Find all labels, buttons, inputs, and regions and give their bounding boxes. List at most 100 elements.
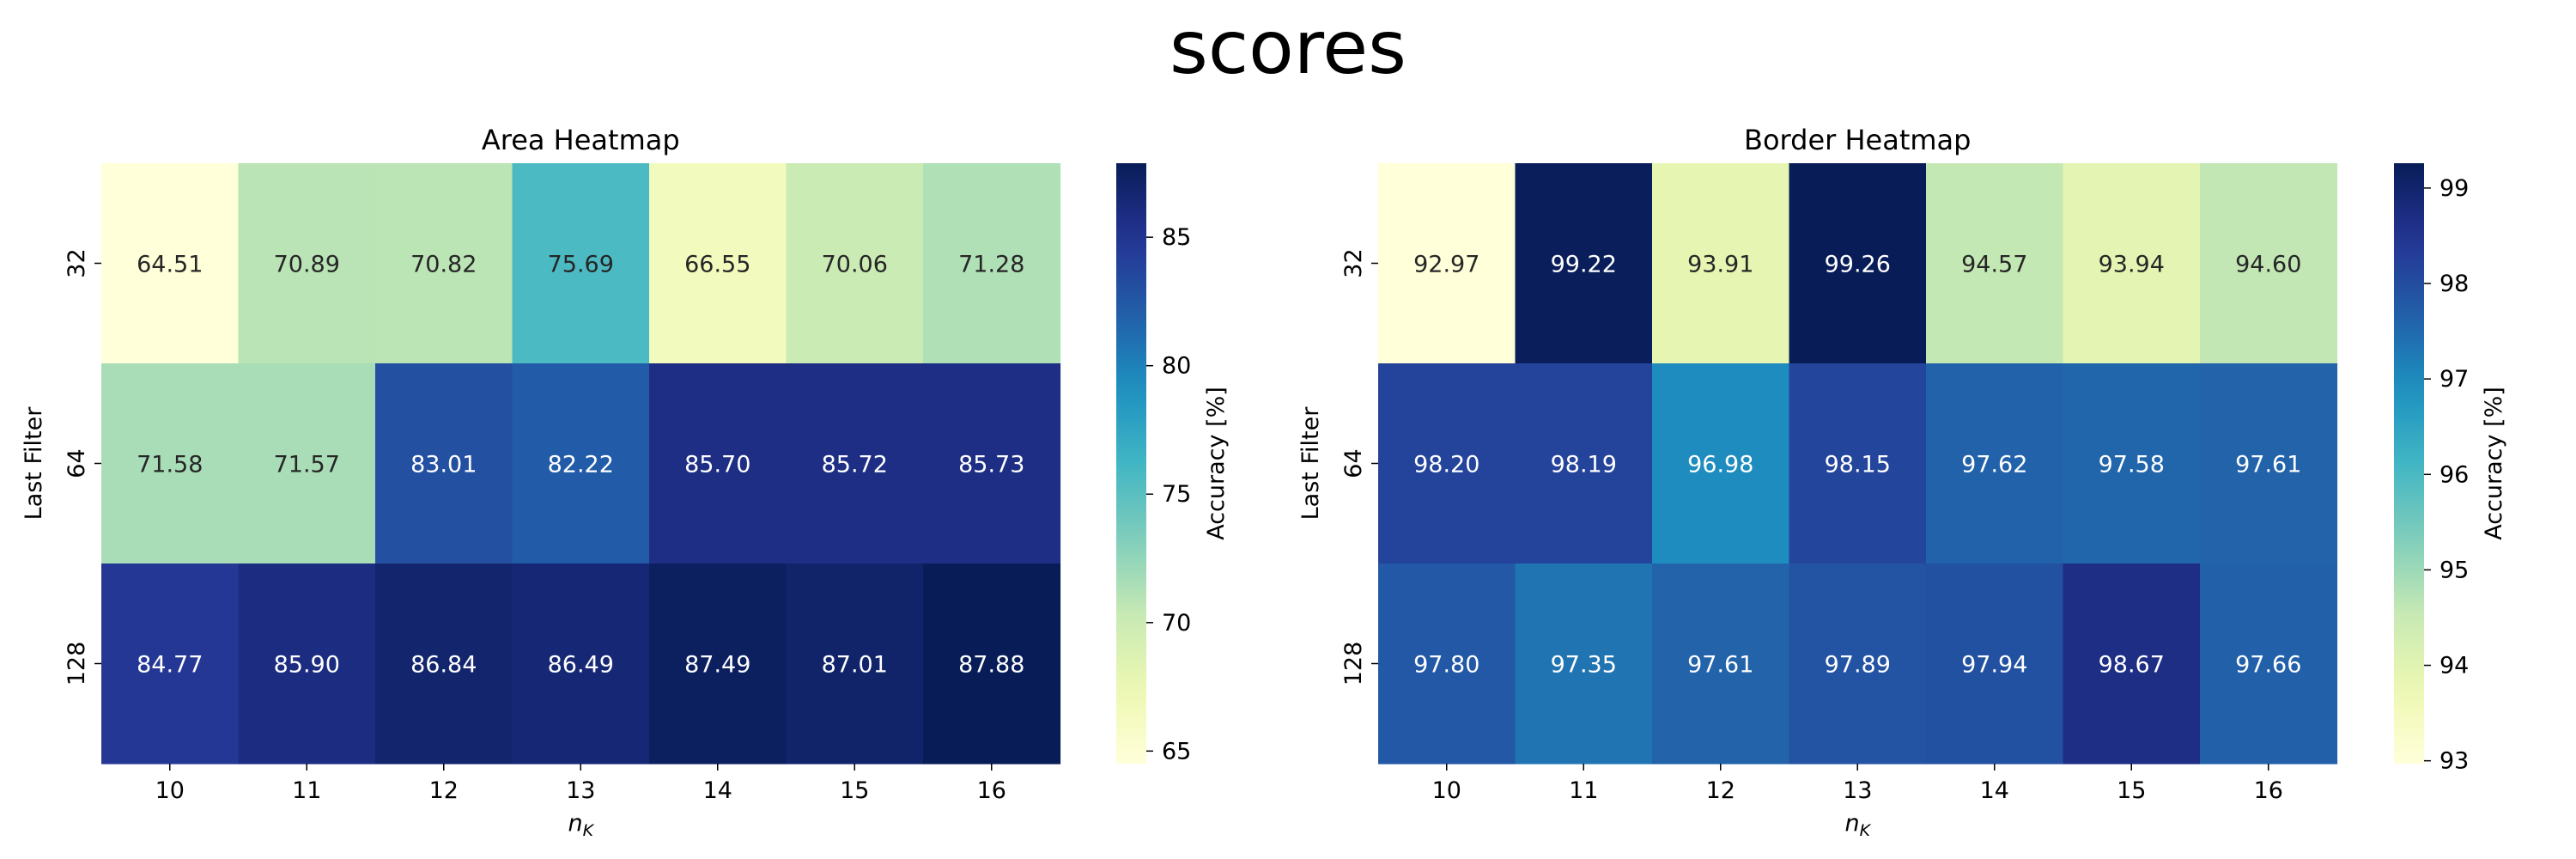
heatmap-cell [1378, 564, 1516, 765]
cell-value-label: 96.98 [1687, 452, 1753, 478]
colorbar-tick-label: 94 [2439, 653, 2469, 679]
cell-value-label: 86.49 [548, 652, 614, 679]
cell-value-label: 87.88 [958, 652, 1024, 679]
cell-value-label: 85.73 [958, 452, 1024, 478]
cell-value-label: 94.57 [1961, 252, 2027, 278]
x-tick-label: 13 [566, 777, 595, 804]
cell-value-label: 85.70 [684, 452, 750, 478]
cell-value-label: 70.89 [274, 252, 340, 278]
heatmap-cell [1652, 163, 1790, 364]
colorbar [1116, 163, 1146, 764]
heatmap-cell [786, 363, 924, 564]
colorbar-tick-label: 85 [1162, 224, 1191, 251]
cell-value-label: 98.19 [1551, 452, 1617, 478]
cell-value-label: 98.67 [2099, 652, 2165, 679]
x-axis-label: nK [568, 810, 594, 840]
colorbar-tick-label: 95 [2439, 557, 2469, 583]
heatmap-cell [2200, 564, 2338, 765]
cell-value-label: 66.55 [684, 252, 750, 278]
heatmap-cell [1378, 163, 1516, 364]
cell-value-label: 97.89 [1825, 652, 1891, 679]
heatmap-cell [923, 163, 1061, 364]
cell-value-label: 82.22 [548, 452, 614, 478]
heatmap-cell [2063, 163, 2201, 364]
cell-value-label: 85.72 [822, 452, 888, 478]
cell-value-label: 97.94 [1961, 652, 2027, 679]
x-tick-label: 16 [977, 777, 1006, 804]
colorbar-tick-label: 99 [2439, 175, 2469, 202]
heatmap-cell [1926, 564, 2064, 765]
cell-value-label: 98.15 [1825, 452, 1891, 478]
heatmap-cell [512, 163, 650, 364]
y-tick-label: 64 [64, 448, 90, 478]
heatmap-cell [649, 363, 787, 564]
colorbar-tick-label: 98 [2439, 271, 2469, 297]
cell-value-label: 71.57 [274, 452, 340, 478]
x-tick-label: 10 [155, 777, 185, 804]
heatmap-cell [238, 363, 376, 564]
cell-value-label: 99.22 [1551, 252, 1617, 278]
heatmap-cell [101, 363, 240, 564]
y-tick-label: 64 [1340, 448, 1367, 478]
heatmap-cell [1652, 363, 1790, 564]
heatmap-cell [2063, 363, 2201, 564]
y-tick-label: 32 [64, 248, 90, 277]
x-tick-label: 14 [1980, 777, 2009, 804]
colorbar-tick-label: 75 [1162, 481, 1191, 508]
cell-value-label: 92.97 [1413, 252, 1479, 278]
heatmap-cell [1515, 363, 1653, 564]
heatmap-cell [1926, 363, 2064, 564]
cell-value-label: 99.26 [1825, 252, 1891, 278]
cell-value-label: 97.66 [2235, 652, 2301, 679]
cell-value-label: 86.84 [410, 652, 477, 679]
heatmap-2: Border Heatmap 92.97 99.22 93.91 99.26 94.57 9… [1297, 124, 2507, 840]
heatmap-cell [2200, 363, 2338, 564]
cell-value-label: 70.06 [822, 252, 888, 278]
x-tick-label: 10 [1432, 777, 1461, 804]
x-tick-label: 11 [292, 777, 321, 804]
heatmap-cell [1789, 163, 1927, 364]
subplot-title: Area Heatmap [482, 124, 680, 156]
heatmap-cell [375, 564, 513, 765]
x-tick-label: 11 [1569, 777, 1598, 804]
heatmap-cell [1926, 163, 2064, 364]
colorbar-tick-label: 65 [1162, 738, 1191, 765]
heatmap-cell [786, 163, 924, 364]
x-tick-label: 14 [703, 777, 732, 804]
heatmap-cell [375, 163, 513, 364]
heatmap-cell [512, 363, 650, 564]
x-axis-label-subscript: K [1860, 821, 1872, 840]
cell-value-label: 85.90 [274, 652, 340, 679]
heatmap-cell [649, 163, 787, 364]
y-axis-label: Last Filter [1297, 406, 1324, 521]
x-tick-label: 12 [1706, 777, 1735, 804]
cell-value-label: 83.01 [410, 452, 477, 478]
subplot-title: Border Heatmap [1744, 124, 1971, 156]
colorbar-tick-label: 80 [1162, 353, 1191, 380]
heatmap-cell [238, 564, 376, 765]
cell-value-label: 97.35 [1551, 652, 1617, 679]
cell-value-label: 94.60 [2235, 252, 2301, 278]
cell-value-label: 97.61 [1687, 652, 1753, 679]
x-tick-label: 16 [2254, 777, 2283, 804]
heatmap-cell [1378, 363, 1516, 564]
colorbar-tick-label: 97 [2439, 366, 2469, 393]
heatmap-cell [1652, 564, 1790, 765]
heatmap-cell [1789, 363, 1927, 564]
heatmap-cell [238, 163, 376, 364]
y-tick-label: 128 [1340, 642, 1367, 686]
heatmap-cell [101, 163, 240, 364]
colorbar-label: Accuracy [%] [2481, 387, 2507, 540]
x-tick-label: 15 [2117, 777, 2146, 804]
y-axis-label: Last Filter [21, 406, 47, 521]
colorbar-tick-label: 96 [2439, 461, 2469, 488]
heatmap-cell [1515, 564, 1653, 765]
cell-value-label: 93.91 [1687, 252, 1753, 278]
cell-value-label: 70.82 [410, 252, 477, 278]
cell-value-label: 93.94 [2099, 252, 2165, 278]
y-tick-label: 128 [64, 642, 90, 686]
y-tick-label: 32 [1340, 248, 1367, 277]
cell-value-label: 97.80 [1413, 652, 1479, 679]
heatmap-cell [375, 363, 513, 564]
heatmap-cell [649, 564, 787, 765]
